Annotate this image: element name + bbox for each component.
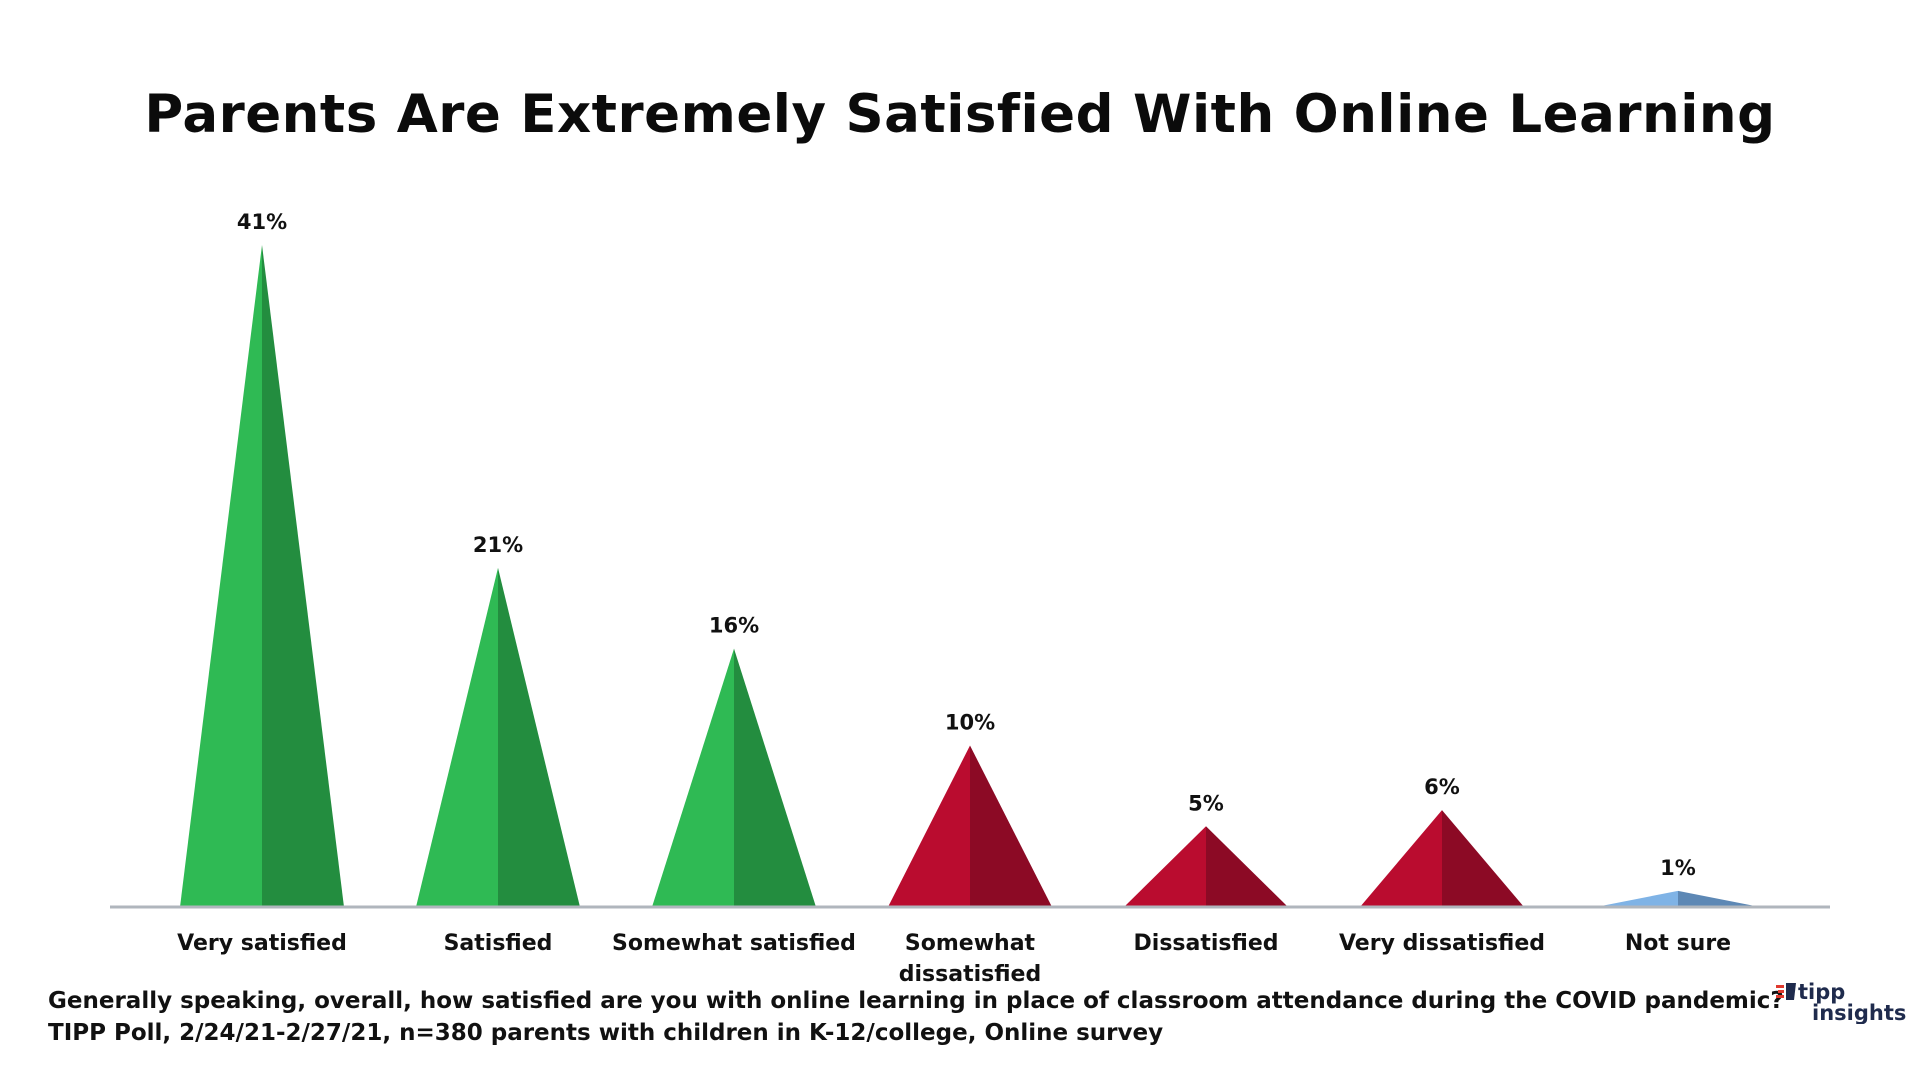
- category-label-very-dissatisfied: Very dissatisfied: [1339, 931, 1545, 956]
- bar-satisfied: [416, 567, 580, 907]
- bar-face-dark: [1206, 826, 1288, 907]
- survey-source: TIPP Poll, 2/24/21-2/27/21, n=380 parent…: [48, 1020, 1164, 1046]
- bars-layer: [180, 245, 1760, 907]
- category-labels-layer: Very satisfied Satisfied Somewhat satisfie…: [177, 931, 1731, 987]
- logo-text-insights: insights: [1812, 1001, 1906, 1024]
- category-label-satisfied: Satisfied: [444, 931, 553, 956]
- tipp-insights-logo: tipp insights: [1776, 980, 1906, 1024]
- data-label-very-dissatisfied: 6%: [1424, 775, 1460, 799]
- bar-face-light: [1124, 826, 1206, 907]
- bar-not-sure: [1596, 890, 1760, 907]
- category-label-dissatisfied: Dissatisfied: [1134, 931, 1279, 956]
- bar-face-light: [180, 245, 262, 907]
- chart-title: Parents Are Extremely Satisfied With Onl…: [144, 84, 1776, 145]
- bar-very-satisfied: [180, 245, 344, 907]
- data-label-somewhat-satisfied: 16%: [709, 614, 759, 638]
- category-label-somewhat-dissatisfied: Somewhat dissatisfied: [899, 931, 1041, 987]
- bar-face-light: [1360, 810, 1442, 907]
- bar-face-light: [416, 567, 498, 907]
- tipp-flag-icon: [1776, 983, 1796, 1000]
- bar-face-dark: [734, 648, 816, 907]
- bar-face-dark: [1678, 890, 1760, 907]
- survey-question: Generally speaking, overall, how satisfi…: [48, 988, 1784, 1014]
- bar-very-dissatisfied: [1360, 810, 1524, 907]
- bar-face-light: [1596, 890, 1678, 907]
- category-label-not-sure: Not sure: [1625, 931, 1731, 956]
- data-label-satisfied: 21%: [473, 533, 523, 557]
- category-label-somewhat-satisfied: Somewhat satisfied: [612, 931, 856, 956]
- data-labels-layer: 41% 21% 16% 10% 5% 6% 1%: [237, 210, 1696, 880]
- category-label-very-satisfied: Very satisfied: [177, 931, 347, 956]
- bar-face-dark: [498, 567, 580, 907]
- bar-dissatisfied: [1124, 826, 1288, 907]
- bar-face-light: [888, 745, 970, 907]
- bar-somewhat-dissatisfied: [888, 745, 1052, 907]
- data-label-very-satisfied: 41%: [237, 210, 287, 234]
- bar-face-light: [652, 648, 734, 907]
- bar-somewhat-satisfied: [652, 648, 816, 907]
- bar-face-dark: [1442, 810, 1524, 907]
- bar-face-dark: [970, 745, 1052, 907]
- data-label-dissatisfied: 5%: [1188, 791, 1224, 815]
- logo-text-tipp: tipp: [1798, 980, 1845, 1004]
- data-label-somewhat-dissatisfied: 10%: [945, 711, 995, 735]
- bar-face-dark: [262, 245, 344, 907]
- data-label-not-sure: 1%: [1660, 856, 1696, 880]
